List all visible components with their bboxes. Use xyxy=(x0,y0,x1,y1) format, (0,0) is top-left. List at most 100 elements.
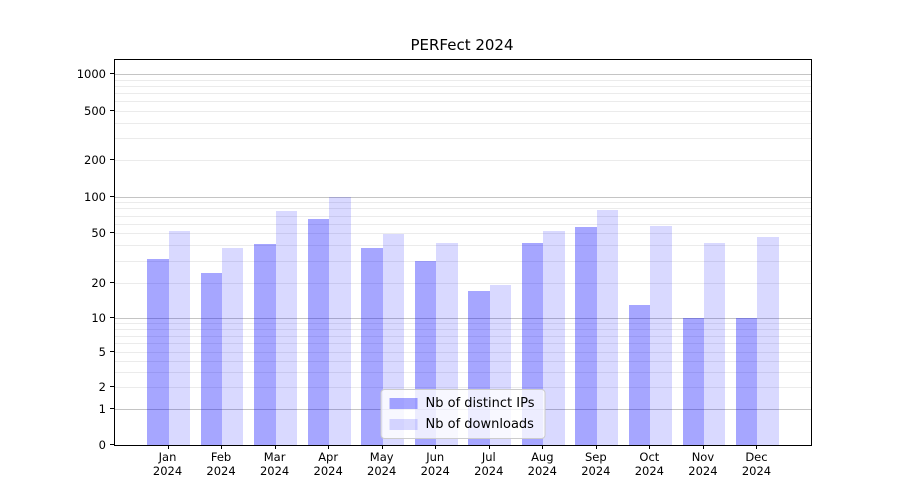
x-tick-label-year: 2024 xyxy=(527,464,557,478)
y-gridline-minor xyxy=(115,138,811,140)
bar-sep-downloads xyxy=(596,209,619,445)
y-gridline-minor xyxy=(115,323,811,325)
y-gridline-minor xyxy=(115,208,811,210)
legend: Nb of distinct IPs Nb of downloads xyxy=(380,389,546,439)
bars-layer xyxy=(115,60,811,445)
x-tick-label-year: 2024 xyxy=(688,464,718,478)
x-tick-label-month: May xyxy=(369,450,394,464)
x-tick-label-year: 2024 xyxy=(259,464,290,478)
y-gridline-minor xyxy=(115,111,811,112)
x-tick-label: Mar 2024 xyxy=(240,450,310,478)
x-tick-label: Jun 2024 xyxy=(400,450,470,478)
y-gridline-major xyxy=(115,196,811,198)
x-tick-label-month: Mar xyxy=(263,450,286,464)
y-tick xyxy=(110,195,114,197)
x-tick-label-month: Feb xyxy=(210,450,232,464)
y-gridline-minor xyxy=(115,260,811,262)
bar-sep-ips xyxy=(575,227,597,445)
y-gridline-minor xyxy=(115,329,811,331)
y-gridline-minor xyxy=(115,202,811,204)
legend-label: Nb of distinct IPs xyxy=(425,396,535,411)
y-tick-label: 5 xyxy=(98,344,106,359)
legend-swatch-ips xyxy=(389,398,418,409)
y-tick-label: 50 xyxy=(91,226,106,241)
y-tick xyxy=(110,110,114,111)
x-tick xyxy=(542,445,544,449)
x-tick-label: Sep 2024 xyxy=(561,450,631,478)
y-tick xyxy=(110,386,114,388)
y-gridline-minor xyxy=(115,86,811,88)
legend-entry: Nb of downloads xyxy=(389,417,535,432)
y-tick-label: 200 xyxy=(84,152,106,167)
x-tick-label-month: Jul xyxy=(481,450,496,464)
y-tick-label: 1000 xyxy=(76,67,106,82)
bar-mar-ips xyxy=(254,244,276,445)
x-tick-label: Apr 2024 xyxy=(293,450,363,478)
bar-feb-downloads xyxy=(222,248,244,445)
x-tick-label-year: 2024 xyxy=(741,464,772,478)
bar-oct-ips xyxy=(628,304,651,445)
y-tick xyxy=(110,408,114,410)
x-tick-label-month: Apr xyxy=(318,450,339,464)
x-tick-label-year: 2024 xyxy=(420,464,450,478)
y-tick-label: 100 xyxy=(84,189,106,204)
x-tick xyxy=(221,445,223,449)
y-gridline-minor xyxy=(115,371,811,373)
bar-dec-ips xyxy=(736,318,758,445)
y-tick-label: 1 xyxy=(98,402,106,417)
y-tick xyxy=(110,73,114,75)
y-tick xyxy=(110,444,114,445)
y-tick-label: 20 xyxy=(91,275,106,290)
x-tick-label-month: Sep xyxy=(585,450,607,464)
bar-nov-downloads xyxy=(703,242,726,445)
x-tick xyxy=(595,445,597,449)
bar-aug-downloads xyxy=(543,231,565,445)
bar-may-ips xyxy=(361,248,383,445)
y-tick-label: 500 xyxy=(84,104,106,118)
y-gridline-minor xyxy=(115,335,811,337)
x-tick-label-month: Dec xyxy=(745,450,768,464)
y-tick-label: 10 xyxy=(91,311,106,326)
x-tick xyxy=(488,445,490,449)
x-tick-label-month: Jan xyxy=(158,450,177,464)
chart-title: PERFect 2024 xyxy=(410,36,514,54)
x-tick-label-month: Aug xyxy=(531,450,554,464)
bar-feb-ips xyxy=(200,272,223,445)
bar-apr-downloads xyxy=(329,196,351,445)
bar-nov-ips xyxy=(682,318,704,445)
grid-layer xyxy=(115,60,811,445)
bar-apr-ips xyxy=(307,218,330,445)
x-tick-label-month: Nov xyxy=(691,450,715,464)
x-tick-label-year: 2024 xyxy=(634,464,665,478)
x-tick-label-year: 2024 xyxy=(206,464,236,478)
x-tick xyxy=(702,445,704,449)
y-gridline-major xyxy=(115,74,811,76)
x-tick xyxy=(328,445,330,449)
x-tick-label: Nov 2024 xyxy=(668,450,738,478)
y-tick-label: 0 xyxy=(98,438,106,452)
x-tick-label: Jan 2024 xyxy=(133,450,203,478)
y-gridline-major xyxy=(115,318,811,320)
y-gridline-minor xyxy=(115,101,811,103)
x-tick-label-month: Jun xyxy=(426,450,445,464)
x-tick xyxy=(435,445,437,449)
x-tick-label-year: 2024 xyxy=(581,464,611,478)
x-tick-label: Aug 2024 xyxy=(507,450,577,478)
y-gridline-minor xyxy=(115,215,811,217)
y-gridline-minor xyxy=(115,159,811,161)
x-tick xyxy=(649,445,651,449)
x-tick-label: Jul 2024 xyxy=(454,450,524,478)
y-gridline-minor xyxy=(115,93,811,95)
y-gridline-minor xyxy=(115,223,811,225)
x-tick-label-year: 2024 xyxy=(474,464,504,478)
y-gridline-minor xyxy=(115,233,811,235)
y-tick xyxy=(110,158,114,160)
y-tick xyxy=(110,350,114,352)
legend-swatch-downloads xyxy=(389,419,418,430)
x-tick xyxy=(167,445,169,449)
x-tick-label: Oct 2024 xyxy=(614,450,684,478)
x-tick xyxy=(274,445,276,449)
bar-dec-downloads xyxy=(757,236,779,445)
x-tick-label: May 2024 xyxy=(347,450,417,478)
x-tick-label-month: Oct xyxy=(639,450,660,464)
